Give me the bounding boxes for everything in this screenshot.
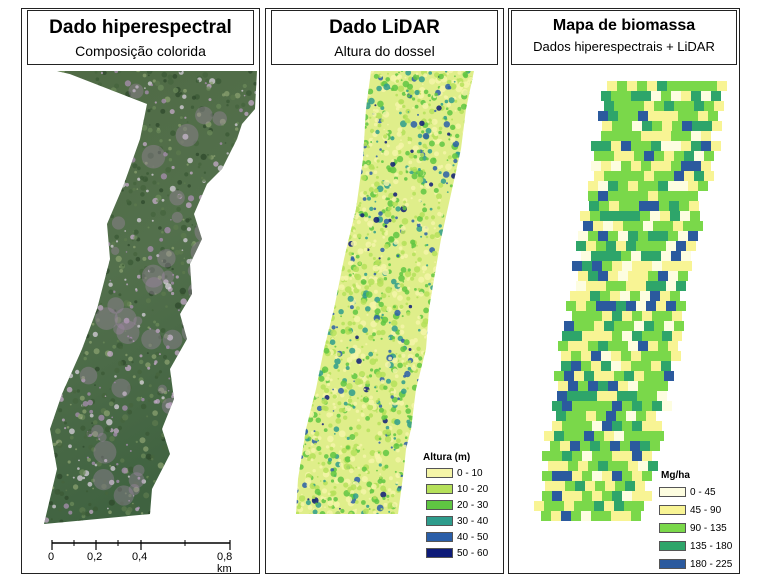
hyperspectral-subtitle: Composição colorida xyxy=(75,43,206,59)
lidar-title: Dado LiDAR xyxy=(329,17,440,38)
lidar-legend-title: Altura (m) xyxy=(423,452,471,463)
scale-label: 0,4 xyxy=(132,551,148,563)
lidar-legend-item: 20 - 30 xyxy=(426,499,488,512)
legend-swatch xyxy=(659,559,686,570)
scale-label: 0,2 xyxy=(87,551,103,563)
hyperspectral-title-box: Dado hiperespectral Composição colorida xyxy=(27,10,254,65)
lidar-image xyxy=(296,71,474,514)
scale-label: 0,8 km xyxy=(217,551,233,575)
biomass-title-box: Mapa de biomassa Dados hiperespectrais +… xyxy=(511,10,737,65)
biomass-legend-item: 90 - 135 xyxy=(659,522,727,535)
lidar-legend-item: 10 - 20 xyxy=(426,483,488,496)
legend-label: 40 - 50 xyxy=(457,532,489,543)
legend-label: 0 - 45 xyxy=(690,487,716,498)
lidar-panel: Dado LiDAR Altura do dossel Altura (m) 0… xyxy=(265,8,504,574)
lidar-legend-item: 50 - 60 xyxy=(426,547,488,560)
hyperspectral-panel: Dado hiperespectral Composição colorida xyxy=(21,8,260,574)
legend-swatch xyxy=(659,487,686,498)
biomass-legend-item: 0 - 45 xyxy=(659,486,716,499)
legend-label: 180 - 225 xyxy=(690,559,733,570)
legend-swatch xyxy=(426,468,453,479)
biomass-subtitle: Dados hiperespectrais + LiDAR xyxy=(533,39,715,54)
lidar-legend-item: 30 - 40 xyxy=(426,515,488,528)
biomass-legend-item: 45 - 90 xyxy=(659,504,721,517)
biomass-map xyxy=(534,81,727,521)
legend-swatch xyxy=(659,505,686,516)
legend-swatch xyxy=(426,532,453,543)
legend-label: 30 - 40 xyxy=(457,516,489,527)
legend-label: 135 - 180 xyxy=(690,541,733,552)
lidar-legend-item: 0 - 10 xyxy=(426,467,483,480)
legend-label: 45 - 90 xyxy=(690,505,722,516)
biomass-panel: Mapa de biomassa Dados hiperespectrais +… xyxy=(508,8,740,574)
scale-label: 0 xyxy=(48,551,55,563)
biomass-legend-item: 180 - 225 xyxy=(659,558,732,571)
legend-label: 90 - 135 xyxy=(690,523,727,534)
legend-label: 0 - 10 xyxy=(457,468,483,479)
biomass-title: Mapa de biomassa xyxy=(552,17,696,34)
legend-swatch xyxy=(659,541,686,552)
legend-label: 10 - 20 xyxy=(457,484,489,495)
hyperspectral-title: Dado hiperespectral xyxy=(49,17,232,38)
legend-swatch xyxy=(426,500,453,511)
legend-label: 20 - 30 xyxy=(457,500,489,511)
scale-bar-graphic xyxy=(51,540,231,550)
legend-swatch xyxy=(659,523,686,534)
legend-label: 50 - 60 xyxy=(457,548,489,559)
biomass-legend-title: Mg/ha xyxy=(661,470,690,481)
scale-bar: 0 0,2 0,4 0,8 km xyxy=(30,540,240,575)
legend-swatch xyxy=(426,548,453,559)
lidar-legend-item: 40 - 50 xyxy=(426,531,488,544)
legend-swatch xyxy=(426,484,453,495)
legend-swatch xyxy=(426,516,453,527)
lidar-subtitle: Altura do dossel xyxy=(334,43,435,59)
lidar-title-box: Dado LiDAR Altura do dossel xyxy=(271,10,498,65)
biomass-legend-item: 135 - 180 xyxy=(659,540,732,553)
hyperspectral-image xyxy=(44,71,257,524)
